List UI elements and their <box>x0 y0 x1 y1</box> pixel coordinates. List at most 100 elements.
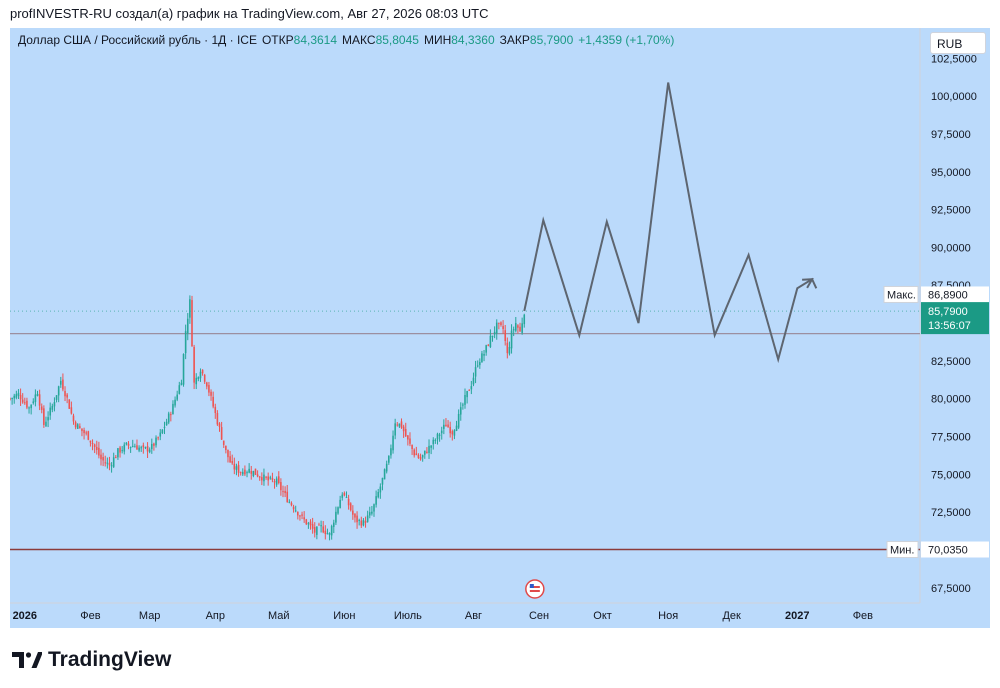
candle-up <box>392 435 394 451</box>
candle-down <box>203 374 206 382</box>
candle-down <box>360 520 363 526</box>
candle-up <box>330 526 333 536</box>
candle-down <box>83 429 85 434</box>
chart-legend: Доллар США / Российский рубль · 1Д · ICE… <box>18 33 674 47</box>
candle-down <box>292 506 295 510</box>
candle-down <box>517 325 519 328</box>
candle-up <box>512 329 515 331</box>
candle-down <box>305 519 308 525</box>
candle-up <box>140 447 143 449</box>
candle-down <box>502 326 504 330</box>
candle-down <box>64 391 66 397</box>
candle-up <box>320 525 322 527</box>
candle-up <box>269 477 272 479</box>
candle-down <box>273 481 276 483</box>
tradingview-logo[interactable]: TradingView <box>12 648 171 672</box>
candle-up <box>248 468 250 473</box>
candle-up <box>438 434 441 436</box>
candle-up <box>49 407 52 416</box>
min-label: Мин. <box>890 545 914 557</box>
candle-up <box>326 533 329 535</box>
candle-up <box>45 421 47 427</box>
candle-up <box>345 497 348 499</box>
price-chart[interactable]: 102,5000 100,0000 97,5000 95,0000 92,5000 90,… <box>10 28 990 628</box>
min-price-badge-bg <box>921 541 989 558</box>
candle-down <box>212 396 214 407</box>
candle-down <box>487 344 490 346</box>
candle-down <box>282 491 284 493</box>
candle-down <box>447 424 449 428</box>
y-tick-label: 90,0000 <box>931 242 971 254</box>
max-price-badge-bg <box>921 286 989 303</box>
currency-button[interactable]: RUB <box>930 32 986 54</box>
candle-down <box>222 440 225 445</box>
x-tick-label: Апр <box>206 610 225 622</box>
candles-group <box>10 295 526 541</box>
candle-down <box>267 476 269 481</box>
y-tick-label: 100,0000 <box>931 91 977 103</box>
candle-up <box>432 439 435 445</box>
candle-down <box>354 513 356 518</box>
candle-down <box>250 471 253 474</box>
x-tick-label: Фев <box>80 610 100 622</box>
candle-up <box>246 472 248 474</box>
candle-up <box>32 401 35 404</box>
candle-up <box>474 367 477 377</box>
candle-up <box>163 426 166 428</box>
chart-area[interactable]: 102,5000 100,0000 97,5000 95,0000 92,5000 90,… <box>10 28 990 628</box>
x-tick-label: Июль <box>394 610 422 622</box>
x-tick-label: Фев <box>853 610 873 622</box>
candle-up <box>514 323 517 331</box>
candle-up <box>110 465 113 467</box>
candle-up <box>362 520 365 526</box>
candle-up <box>440 430 443 434</box>
low-value: 84,3360 <box>451 33 495 47</box>
candle-down <box>233 463 236 470</box>
candle-down <box>227 449 229 458</box>
candle-up <box>479 362 481 366</box>
candle-down <box>153 443 155 446</box>
candle-up <box>36 393 39 396</box>
min-price-badge: 70,0350 <box>928 545 968 557</box>
candle-down <box>343 492 346 496</box>
candle-up <box>481 353 483 363</box>
candle-up <box>466 391 468 398</box>
candle-up <box>485 345 487 353</box>
candle-down <box>100 454 102 460</box>
candle-down <box>286 491 289 503</box>
candle-down <box>229 456 231 463</box>
us-flag-stripe <box>529 586 540 588</box>
candle-down <box>136 445 138 450</box>
symbol-title[interactable]: Доллар США / Российский рубль · 1Д · ICE <box>18 33 257 47</box>
y-tick-label: 95,0000 <box>931 167 971 179</box>
change-value: +1,4359 (+1,70%) <box>578 33 675 47</box>
candle-down <box>170 414 172 416</box>
candle-up <box>385 463 388 472</box>
candle-down <box>79 426 81 429</box>
candle-down <box>210 391 212 396</box>
candle-up <box>134 446 136 448</box>
candle-down <box>254 468 257 475</box>
y-tick-label: 92,5000 <box>931 205 971 217</box>
candle-up <box>106 462 109 464</box>
candle-up <box>483 353 485 356</box>
candle-down <box>26 400 28 408</box>
x-tick-label: Дек <box>722 610 741 622</box>
y-tick-label: 72,5000 <box>931 507 971 519</box>
y-tick-label: 80,0000 <box>931 394 971 406</box>
candle-up <box>368 512 371 516</box>
candle-up <box>235 466 238 470</box>
y-tick-label: 82,5000 <box>931 356 971 368</box>
max-price-badge: 86,8900 <box>928 289 968 301</box>
x-tick-label: Авг <box>465 610 482 622</box>
candle-up <box>510 330 513 349</box>
candle-down <box>216 412 219 425</box>
candle-down <box>413 449 416 456</box>
candle-down <box>239 472 242 474</box>
candle-up <box>159 432 162 437</box>
candle-down <box>411 445 413 449</box>
candle-up <box>167 413 170 423</box>
close-label: ЗАКР <box>499 33 530 47</box>
candle-down <box>271 478 274 480</box>
candle-down <box>127 443 130 446</box>
